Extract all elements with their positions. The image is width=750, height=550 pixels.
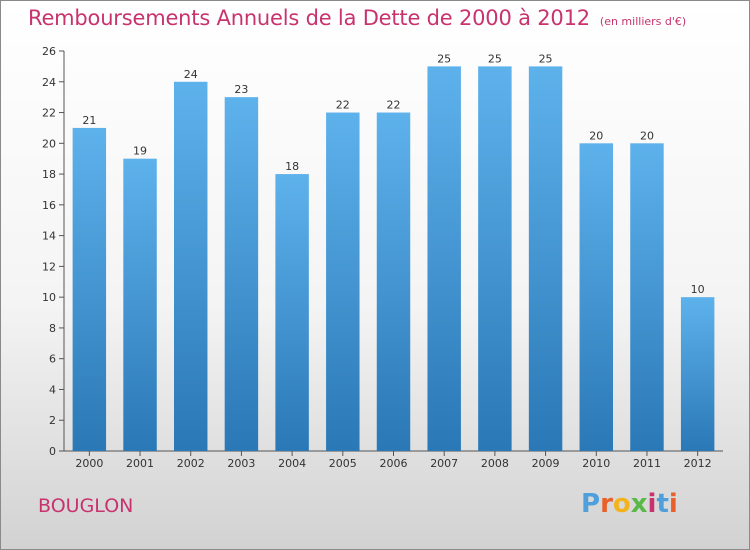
x-tick-label: 2005: [329, 457, 357, 470]
chart-title: Remboursements Annuels de la Dette de 20…: [28, 6, 590, 30]
x-tick-label: 2011: [633, 457, 661, 470]
y-tick-label: 8: [49, 322, 56, 335]
bar: [224, 97, 259, 452]
logo-letter: t: [656, 489, 669, 519]
data-label: 22: [387, 99, 401, 112]
bar: [630, 143, 664, 452]
logo-letter: i: [647, 489, 657, 519]
x-tick-label: 2001: [126, 457, 154, 470]
y-tick-label: 10: [42, 291, 56, 304]
bar: [528, 66, 563, 451]
data-label: 22: [336, 99, 350, 112]
y-tick-label: 22: [42, 107, 56, 120]
bar: [680, 297, 715, 451]
x-tick-label: 2004: [278, 457, 306, 470]
y-tick-label: 14: [42, 230, 56, 243]
bar: [326, 112, 360, 452]
x-tick-label: 2002: [177, 457, 205, 470]
bar: [72, 127, 107, 451]
y-tick-label: 12: [42, 260, 56, 273]
data-label: 24: [184, 68, 198, 81]
bar: [275, 174, 309, 452]
data-label: 10: [691, 283, 705, 296]
y-tick-label: 20: [42, 137, 56, 150]
y-tick-label: 24: [42, 76, 56, 89]
data-label: 20: [640, 129, 654, 142]
logo-letter: i: [668, 489, 678, 519]
data-label: 18: [285, 160, 299, 173]
logo-letter: x: [630, 489, 648, 519]
x-tick-label: 2010: [582, 457, 610, 470]
title-area: Remboursements Annuels de la Dette de 20…: [28, 6, 686, 30]
chart-subtitle: (en milliers d'€): [599, 15, 687, 28]
x-tick-label: 2008: [481, 457, 509, 470]
data-label: 20: [589, 129, 603, 142]
y-tick-label: 2: [49, 414, 56, 427]
y-tick-label: 6: [49, 353, 56, 366]
bar: [427, 66, 461, 451]
x-tick-label: 2000: [75, 457, 103, 470]
y-tick-label: 26: [42, 45, 56, 58]
y-tick-label: 0: [49, 445, 56, 458]
proxiti-logo: Proxiti: [581, 489, 678, 519]
bar: [174, 81, 208, 452]
y-tick-label: 18: [42, 168, 56, 181]
commune-name: BOUGLON: [38, 495, 134, 517]
logo-letter: r: [600, 489, 613, 519]
data-label: 19: [133, 145, 147, 158]
y-tick-label: 16: [42, 199, 56, 212]
data-label: 23: [234, 83, 248, 96]
bar: [376, 112, 411, 452]
x-tick-label: 2003: [227, 457, 255, 470]
data-label: 21: [82, 114, 96, 127]
logo-letter: o: [612, 489, 631, 519]
labels: 21 19 24 23 18 22 22 25 25 25 20 20 10: [82, 52, 704, 296]
x-tick-label: 2006: [380, 457, 408, 470]
bar: [123, 158, 157, 451]
data-label: 25: [488, 52, 502, 65]
bars: [72, 66, 715, 452]
bar: [579, 143, 613, 452]
data-label: 25: [539, 52, 553, 65]
x-tick-label: 2009: [532, 457, 560, 470]
data-label: 25: [437, 52, 451, 65]
bar: [478, 66, 512, 451]
x-tick-label: 2012: [684, 457, 712, 470]
y-tick-label: 4: [49, 383, 56, 396]
logo-letter: P: [581, 489, 601, 519]
x-tick-label: 2007: [430, 457, 458, 470]
